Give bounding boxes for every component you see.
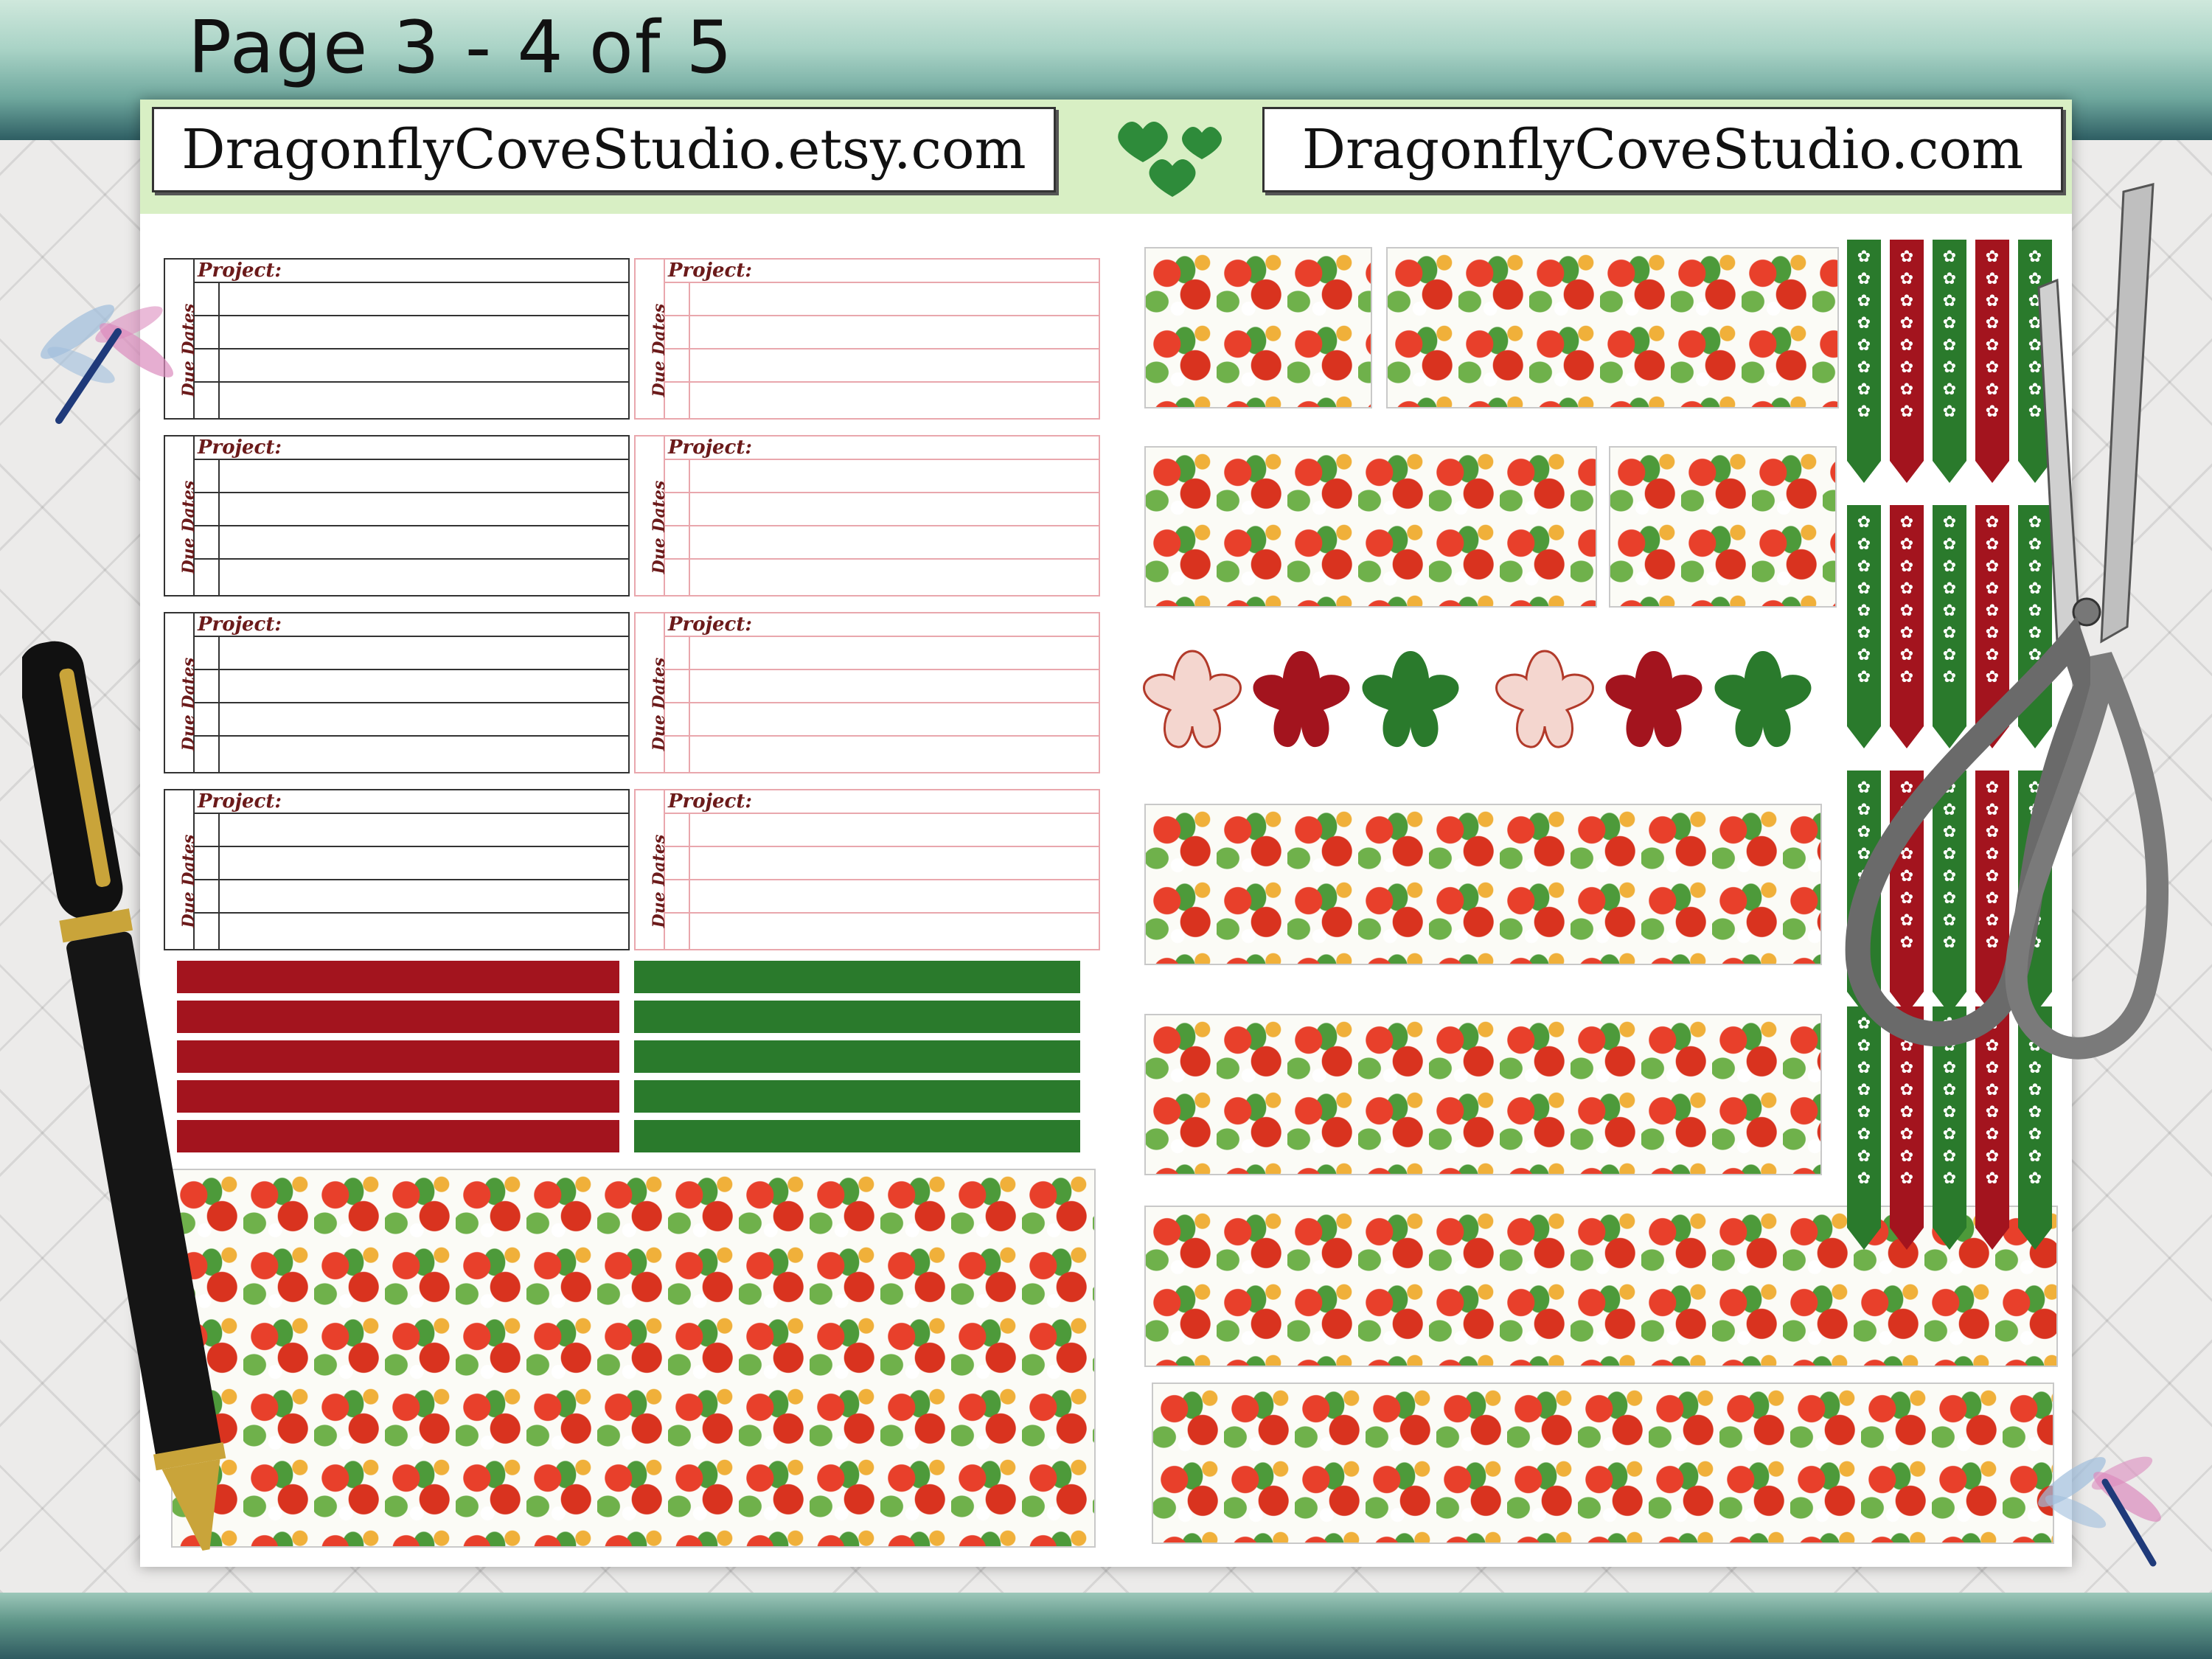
green-strip bbox=[634, 1040, 1080, 1073]
pen-icon bbox=[22, 641, 226, 1551]
heart-icon bbox=[1118, 122, 1222, 197]
project-title: Project: bbox=[198, 260, 282, 282]
flower-sticker-icon bbox=[1362, 651, 1459, 748]
bottom-banner bbox=[0, 1593, 2212, 1659]
flower-sticker-icon bbox=[1253, 651, 1350, 748]
green-strip bbox=[634, 961, 1080, 993]
project-title: Project: bbox=[668, 790, 752, 813]
flower-sticker-icon bbox=[1495, 650, 1594, 748]
project-title: Project: bbox=[198, 790, 282, 813]
due-dates-label: Due Dates bbox=[650, 657, 669, 751]
green-strip bbox=[634, 1120, 1080, 1152]
red-strip bbox=[177, 1040, 619, 1073]
due-dates-label: Due Dates bbox=[650, 834, 669, 928]
project-title: Project: bbox=[198, 613, 282, 636]
flower-sticker-icon bbox=[1605, 651, 1703, 748]
project-box: Project: Due Dates bbox=[164, 435, 630, 597]
red-strip bbox=[177, 961, 619, 993]
apple-pattern-sticker bbox=[1386, 247, 1839, 408]
apple-pattern-sticker bbox=[1609, 446, 1837, 608]
project-title: Project: bbox=[668, 437, 752, 459]
project-box: Project: Due Dates bbox=[634, 435, 1100, 597]
apple-pattern-panel bbox=[171, 1169, 1096, 1548]
project-box: Project: Due Dates bbox=[634, 258, 1100, 420]
dragonfly-icon bbox=[2038, 1456, 2161, 1567]
due-dates-label: Due Dates bbox=[179, 303, 198, 397]
etsy-url-label: DragonflyCoveStudio.etsy.com bbox=[152, 107, 1056, 192]
apple-pattern-sticker bbox=[1144, 804, 1822, 965]
shop-url-label: DragonflyCoveStudio.com bbox=[1262, 107, 2063, 192]
project-box: Project: Due Dates bbox=[164, 612, 630, 773]
project-box: Project: Due Dates bbox=[634, 789, 1100, 950]
red-strip bbox=[177, 1120, 619, 1152]
red-strip bbox=[177, 1001, 619, 1033]
project-box: Project: Due Dates bbox=[634, 612, 1100, 773]
apple-pattern-sticker bbox=[1144, 1014, 1822, 1175]
sheet-header: DragonflyCoveStudio.etsy.com DragonflyCo… bbox=[140, 100, 2072, 214]
red-strip bbox=[177, 1080, 619, 1113]
apple-pattern-sticker bbox=[1144, 446, 1597, 608]
sticker-sheet: DragonflyCoveStudio.etsy.com DragonflyCo… bbox=[140, 100, 2072, 1567]
apple-pattern-sticker bbox=[1144, 247, 1372, 408]
project-box: Project: Due Dates bbox=[164, 789, 630, 950]
project-title: Project: bbox=[198, 437, 282, 459]
due-dates-label: Due Dates bbox=[179, 480, 198, 574]
page-label: Page 3 - 4 of 5 bbox=[188, 6, 734, 90]
flower-sticker-icon bbox=[1143, 650, 1242, 748]
dragonfly-icon bbox=[41, 305, 173, 424]
due-dates-label: Due Dates bbox=[650, 480, 669, 574]
green-strip bbox=[634, 1001, 1080, 1033]
green-strip bbox=[634, 1080, 1080, 1113]
apple-pattern-sticker bbox=[1152, 1382, 2054, 1544]
due-dates-label: Due Dates bbox=[650, 303, 669, 397]
project-title: Project: bbox=[668, 260, 752, 282]
flower-sticker-icon bbox=[1714, 651, 1812, 748]
scissors-icon bbox=[1845, 183, 2169, 1060]
project-title: Project: bbox=[668, 613, 752, 636]
project-box: Project: Due Dates bbox=[164, 258, 630, 420]
